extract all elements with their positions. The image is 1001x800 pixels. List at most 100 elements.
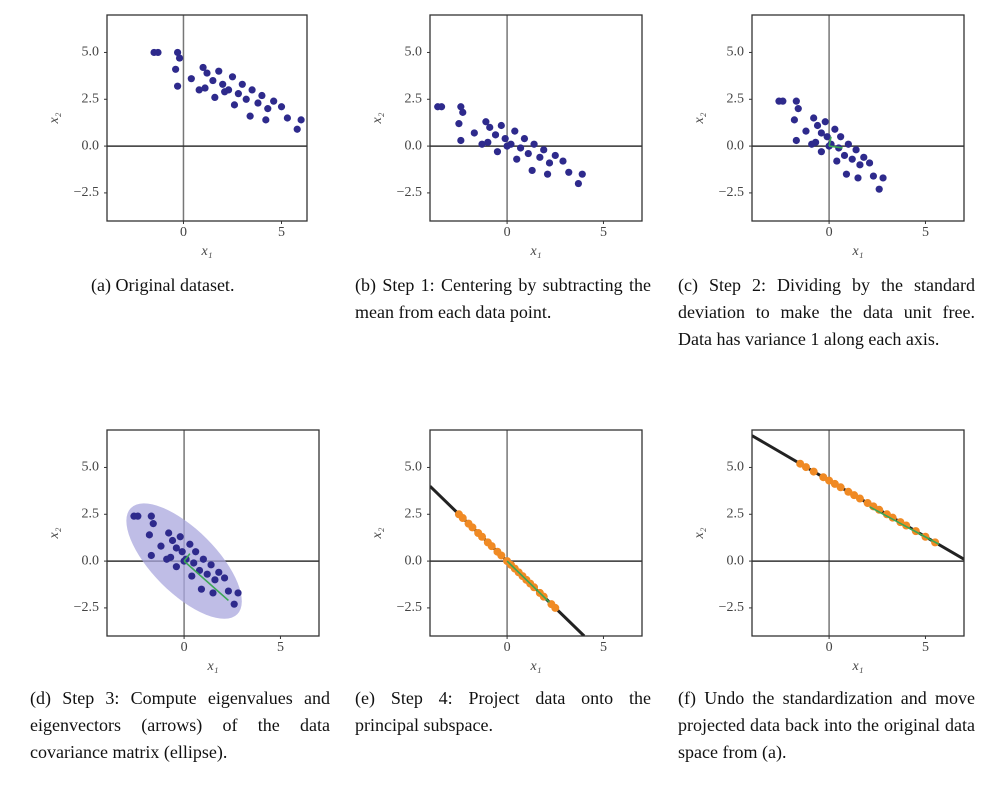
point (168, 536, 177, 545)
point (199, 63, 207, 72)
point (258, 91, 266, 100)
y-tick-label: 0.0 (727, 138, 745, 153)
point (869, 172, 878, 180)
y-tick-label: 2.5 (82, 506, 100, 521)
point (154, 48, 162, 57)
point (211, 93, 219, 101)
y-tick-label: 0.0 (405, 138, 423, 153)
y-axis-label: x₂ (370, 112, 385, 124)
point (855, 494, 864, 503)
point (175, 54, 184, 62)
point (503, 142, 511, 150)
axes-frame (106, 14, 308, 222)
point (248, 86, 256, 94)
point (817, 129, 825, 137)
x-tick-label: 5 (922, 640, 929, 655)
chart: 0 5 −2.5 0.0 2.5 5.0 x₁ x₂ (47, 14, 308, 259)
point (209, 76, 217, 85)
point (190, 559, 198, 567)
point (817, 148, 825, 156)
point (543, 170, 552, 178)
y-tick-label: 0.0 (405, 553, 423, 568)
x-tick-label: 0 (180, 225, 187, 240)
point (524, 149, 532, 158)
point (796, 459, 805, 468)
point (487, 542, 496, 551)
point (836, 483, 845, 492)
point (850, 491, 859, 500)
y-tick-label: −2.5 (719, 600, 744, 615)
point (215, 67, 223, 75)
point (209, 589, 217, 597)
caption: (d) Step 3: Compute eigenvalues and eige… (30, 688, 330, 762)
caption: (f) Undo the standardization and move pr… (678, 688, 975, 762)
chart: 0 5 −2.5 0.0 2.5 5.0 x₁ x₂ (370, 14, 643, 259)
axes-frame (106, 429, 320, 637)
point (228, 73, 237, 81)
point (178, 548, 186, 556)
y-axis-label: x₂ (47, 112, 62, 124)
y-tick-label: 5.0 (405, 45, 423, 60)
point (203, 570, 211, 578)
point (187, 75, 195, 83)
caption: (c) Step 2: Dividing by the standard dev… (678, 275, 975, 349)
point (497, 551, 506, 560)
eigenvector (828, 136, 832, 147)
plot-area (430, 430, 642, 636)
point (844, 487, 853, 496)
point (220, 574, 229, 582)
point (270, 97, 278, 105)
x-tick-label: 0 (504, 225, 511, 240)
point (833, 157, 841, 165)
x-tick-label: 0 (181, 640, 188, 655)
point (574, 179, 582, 188)
point (238, 80, 246, 88)
x-tick-label: 0 (504, 640, 511, 655)
point (199, 555, 207, 563)
point (147, 551, 155, 560)
point (215, 568, 223, 576)
point (172, 544, 180, 552)
plot-area (752, 15, 964, 221)
point (246, 112, 254, 120)
point (203, 69, 211, 77)
point (457, 103, 465, 111)
point (262, 116, 270, 124)
point (234, 90, 242, 98)
point (779, 97, 787, 105)
point (234, 589, 242, 597)
point (844, 140, 852, 148)
point (882, 510, 891, 519)
point (513, 155, 521, 163)
point (865, 159, 874, 167)
point (457, 136, 465, 145)
point (437, 103, 446, 111)
y-tick-label: 0.0 (82, 553, 100, 568)
y-tick-label: 5.0 (82, 45, 100, 60)
x-axis-label: x₁ (529, 244, 541, 259)
y-tick-label: −2.5 (74, 185, 99, 200)
point (165, 529, 173, 537)
axes-frame (429, 429, 643, 637)
point (297, 116, 305, 124)
point (293, 125, 301, 133)
chart: 0 5 −2.5 0.0 2.5 5.0 x₁ x₂ (692, 429, 965, 674)
eigenvector (869, 506, 940, 545)
point (145, 531, 153, 539)
point (790, 116, 798, 124)
x-tick-label: 5 (600, 640, 607, 655)
point (458, 514, 467, 523)
point (157, 542, 165, 550)
point (842, 170, 851, 178)
point (207, 561, 215, 569)
point (211, 576, 219, 584)
axes-frame (751, 14, 965, 222)
point (831, 125, 839, 133)
point (879, 174, 887, 182)
point (840, 151, 849, 160)
point (511, 127, 519, 135)
point (224, 587, 233, 595)
point (172, 563, 180, 571)
point (173, 82, 182, 90)
